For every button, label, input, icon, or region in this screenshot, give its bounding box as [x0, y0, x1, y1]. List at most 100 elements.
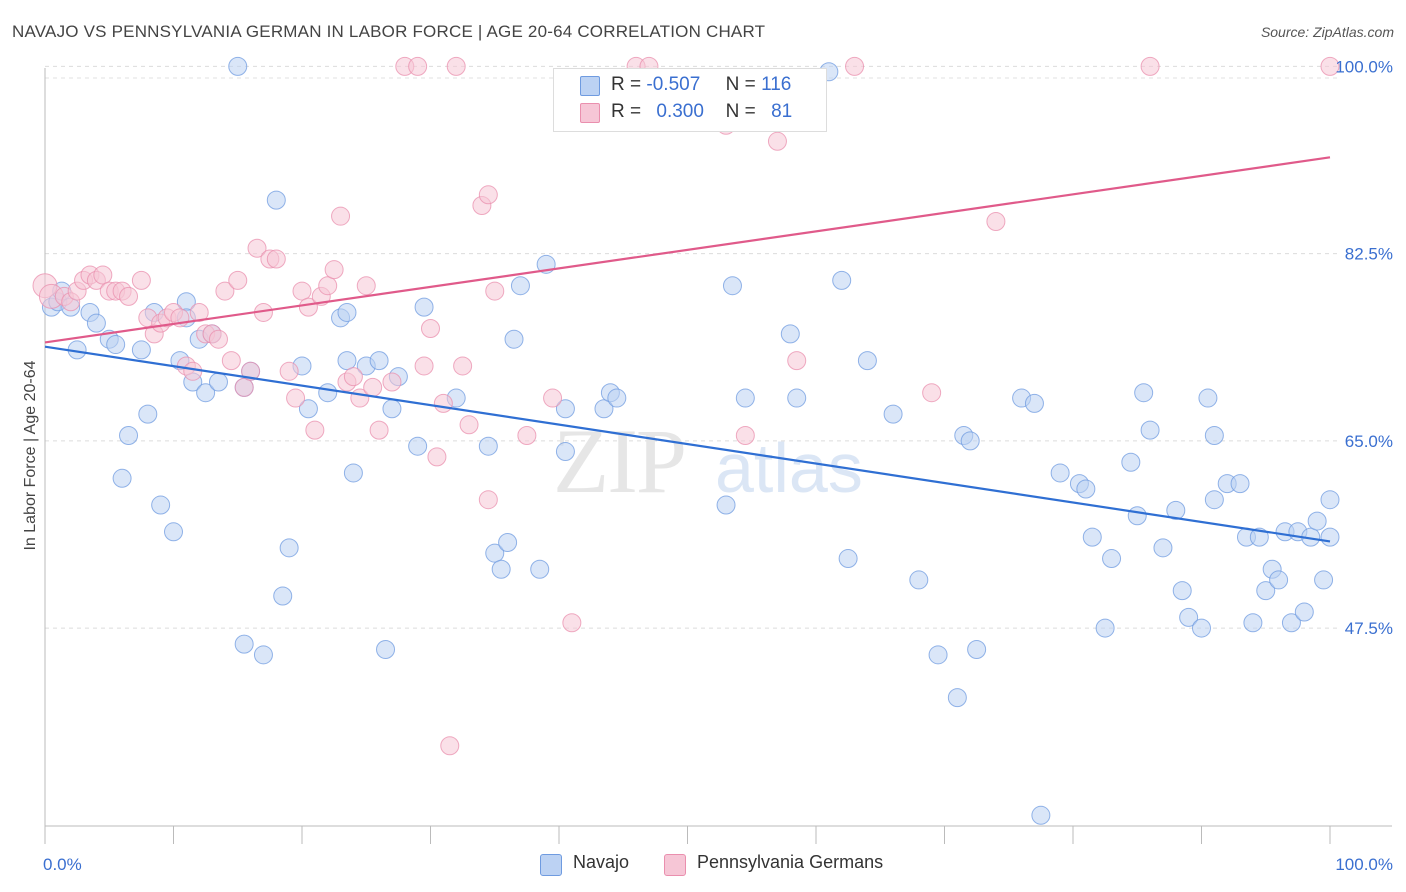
pagerman-point [183, 361, 203, 381]
navajo-point [1076, 479, 1096, 499]
navajo-point [1166, 500, 1186, 520]
navajo-point [838, 549, 858, 569]
pagerman-point [369, 420, 389, 440]
pagerman-trend-line [44, 156, 1331, 344]
y-tick-label: 100.0% [1335, 57, 1393, 76]
navajo-point [1249, 527, 1269, 547]
pagerman-point [298, 297, 318, 317]
navajo-point [1153, 538, 1173, 558]
navajo-point [928, 645, 948, 665]
legend-n-value-navajo: 116 [761, 74, 792, 95]
legend-r-value-pagerman: 0.300 [656, 101, 704, 122]
source-label: Source: ZipAtlas.com [1260, 24, 1394, 40]
pagerman-point [215, 281, 235, 301]
y-tick-label: 65.0% [1345, 432, 1393, 451]
pagerman-point [440, 736, 460, 756]
pagerman-point [189, 302, 209, 322]
chart-title: NAVAJO VS PENNSYLVANIA GERMAN IN LABOR F… [12, 22, 766, 41]
navajo-point [1281, 613, 1301, 633]
navajo-point [138, 404, 158, 424]
watermark-zip: ZIP [553, 410, 685, 512]
pagerman-point [119, 286, 139, 306]
tick-labels: 47.5% 65.0% 82.5% 100.0% 0.0% 100.0% [43, 57, 1393, 874]
navajo-point [273, 586, 293, 606]
navajo-point [780, 324, 800, 344]
navajo-point [607, 388, 627, 408]
pagerman-point [453, 356, 473, 376]
navajo-swatch [580, 76, 600, 96]
navajo-point [491, 559, 511, 579]
navajo-point [1179, 607, 1199, 627]
y-tick-label: 82.5% [1345, 245, 1393, 264]
navajo-point [1243, 613, 1263, 633]
pagerman-legend-swatch [664, 854, 686, 876]
pagerman-point [986, 212, 1006, 232]
pagerman-point [922, 383, 942, 403]
navajo-point [883, 404, 903, 424]
pagerman-point [131, 270, 151, 290]
navajo-point [735, 388, 755, 408]
pagerman-point [543, 388, 563, 408]
navajo-point [1269, 570, 1289, 590]
navajo-trend-line [44, 345, 1331, 543]
navajo-point [253, 645, 273, 665]
trend-lines [44, 156, 1331, 543]
pagerman-point [459, 415, 479, 435]
navajo-point [343, 463, 363, 483]
navajo-point [504, 329, 524, 349]
navajo-point [1031, 805, 1051, 825]
pagerman-point [562, 613, 582, 633]
pagerman-point [208, 329, 228, 349]
pagerman-point [363, 377, 383, 397]
pagerman-point [735, 426, 755, 445]
navajo-point [337, 302, 357, 322]
navajo-point [478, 436, 498, 456]
pagerman-point [318, 276, 338, 296]
navajo-point [594, 399, 614, 419]
navajo-legend-swatch [540, 854, 562, 876]
pagerman-point [478, 490, 498, 510]
navajo-point [555, 442, 575, 462]
legend-n-label: N = [725, 101, 756, 122]
navajo-point [337, 351, 357, 371]
pagerman-point [421, 319, 440, 339]
pagerman-point [241, 361, 261, 381]
pagerman-point [331, 206, 351, 226]
pagerman-point [324, 260, 344, 280]
pagerman-swatch [580, 103, 600, 123]
navajo-point [408, 436, 428, 456]
navajo-point [498, 532, 518, 552]
pagerman-point [356, 276, 376, 296]
navajo-point [1095, 618, 1115, 638]
navajo-point [279, 538, 299, 558]
navajo-point [787, 388, 807, 408]
navajo-point [1256, 581, 1276, 601]
stats-legend: R = -0.507 N = 116 R = 0.300 N = 81 [553, 68, 827, 132]
navajo-point [967, 639, 987, 659]
navajo-point [112, 468, 132, 488]
watermark: ZIP atlas [553, 410, 863, 512]
navajo-point [857, 351, 877, 371]
pagerman-point [408, 56, 428, 76]
pagerman-point [266, 249, 286, 269]
navajo-point [530, 559, 550, 579]
navajo-point [1294, 602, 1314, 622]
pagerman-point [1320, 56, 1340, 76]
pagerman-point [478, 185, 498, 205]
navajo-point [1320, 527, 1340, 547]
navajo-point [1314, 570, 1334, 590]
pagerman-point [286, 388, 306, 408]
pagerman-point [93, 265, 113, 285]
legend-r-label: R = [611, 74, 642, 95]
grid-lines [45, 65, 1340, 629]
navajo-point [1050, 463, 1070, 483]
legend-n-value-pagerman: 81 [771, 101, 793, 122]
navajo-point [106, 335, 126, 355]
pagerman-point [1140, 56, 1160, 76]
navajo-point [376, 639, 396, 659]
navajo-point [1172, 581, 1192, 601]
x-tick-label: 0.0% [43, 855, 82, 874]
navajo-point [510, 276, 530, 296]
navajo-point [382, 399, 402, 419]
pagerman-point [787, 351, 807, 371]
